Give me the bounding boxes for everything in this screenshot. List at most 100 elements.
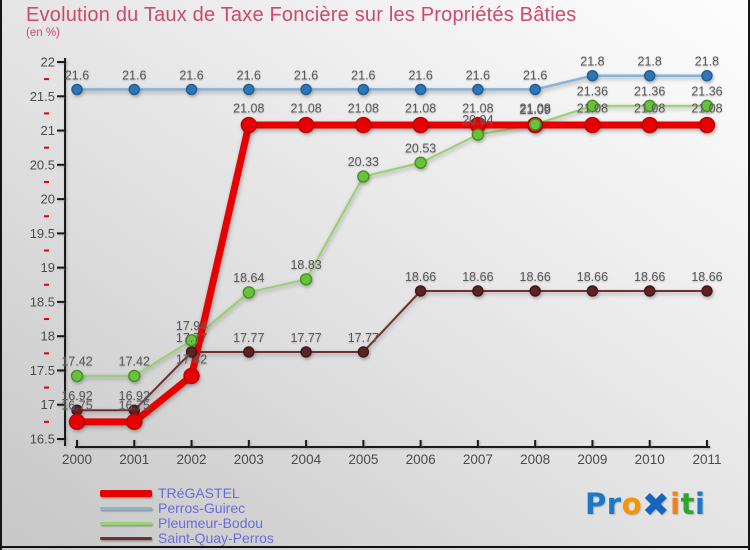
legend-label-pleumeur-bodou: Pleumeur-Bodou bbox=[158, 514, 264, 531]
logo-letter: o bbox=[621, 487, 643, 521]
data-label: 21.6 bbox=[351, 68, 375, 82]
y-tick-label: 19 bbox=[41, 260, 55, 275]
data-label: 20.53 bbox=[405, 141, 436, 155]
page-subtitle: (en %) bbox=[26, 27, 60, 39]
legend-swatch-perros-guirec bbox=[100, 506, 152, 510]
data-label: 21.08 bbox=[520, 102, 551, 116]
x-tick-label: 2008 bbox=[520, 452, 550, 467]
data-label: 18.66 bbox=[462, 270, 493, 284]
data-label: 21.6 bbox=[294, 68, 318, 82]
data-label: 21.08 bbox=[233, 102, 264, 116]
data-label: 16.92 bbox=[119, 389, 150, 403]
x-tick-label: 2000 bbox=[62, 452, 92, 467]
series-markers-saint-quay-perros bbox=[71, 285, 713, 416]
y-tick-label: 17 bbox=[41, 397, 55, 412]
y-tick-label: 21 bbox=[41, 123, 55, 138]
series-line-saint-quay-perros bbox=[76, 289, 708, 412]
data-label: 21.36 bbox=[634, 84, 665, 98]
y-tick-label: 18 bbox=[41, 329, 55, 344]
legend-item-perros-guirec: Perros-Guirec bbox=[100, 501, 274, 515]
data-label: 20.33 bbox=[348, 155, 379, 169]
series-labels-pleumeur-bodou: 17.42 17.42 17.94 18.64 18.83 20.33 20.53 20.94… bbox=[61, 84, 722, 368]
y-tick-label: 19.5 bbox=[30, 226, 55, 241]
x-tick-label: 2007 bbox=[463, 452, 493, 467]
data-label: 21.08 bbox=[290, 102, 321, 116]
legend-item-pleumeur-bodou: Pleumeur-Bodou bbox=[100, 516, 274, 530]
legend-label-saint-quay-perros: Saint-Quay-Perros bbox=[158, 529, 274, 546]
data-label: 20.94 bbox=[462, 113, 493, 127]
x-tick-label: 2011 bbox=[692, 452, 721, 467]
data-label: 17.77 bbox=[176, 331, 207, 345]
legend-label-tregastel: TRéGASTEL bbox=[158, 484, 240, 501]
legend-swatch-tregastel bbox=[100, 489, 152, 497]
logo-letter: P bbox=[585, 487, 607, 521]
logo-letter: t bbox=[680, 487, 695, 521]
data-label: 18.66 bbox=[634, 270, 665, 284]
x-tick-label: 2002 bbox=[177, 452, 207, 467]
data-label: 21.08 bbox=[348, 102, 379, 116]
data-label: 17.42 bbox=[119, 354, 150, 368]
y-tick-label: 20.5 bbox=[30, 157, 55, 172]
data-label: 18.66 bbox=[405, 270, 436, 284]
y-tick-label: 21.5 bbox=[30, 89, 55, 104]
x-tick-label: 2004 bbox=[291, 452, 322, 467]
data-label: 18.83 bbox=[290, 258, 321, 272]
y-tick-label: 16.5 bbox=[30, 431, 55, 446]
legend-item-saint-quay-perros: Saint-Quay-Perros bbox=[100, 531, 274, 545]
data-label: 21.08 bbox=[577, 102, 608, 116]
x-tick-label: 2010 bbox=[635, 452, 665, 467]
data-label: 17.42 bbox=[176, 352, 207, 366]
data-label: 17.77 bbox=[233, 331, 264, 345]
series-line-pleumeur-bodou bbox=[76, 104, 708, 377]
series-markers-perros-guirec bbox=[71, 70, 713, 96]
data-label: 21.8 bbox=[580, 55, 604, 69]
legend-item-tregastel: TRéGASTEL bbox=[100, 486, 274, 500]
series-labels-tregastel: 16.75 16.75 17.42 21.08 21.08 21.08 21.08 21.08… bbox=[61, 102, 722, 413]
legend: TRéGASTEL Perros-Guirec Pleumeur-Bodou Sain… bbox=[100, 486, 274, 545]
x-tick-label: 2003 bbox=[234, 452, 264, 467]
data-label: 21.6 bbox=[237, 68, 261, 82]
legend-swatch-saint-quay-perros bbox=[100, 536, 152, 540]
logo-x-icon: ✖ bbox=[642, 484, 671, 524]
series-line-perros-guirec bbox=[75, 74, 709, 91]
data-label: 21.6 bbox=[523, 68, 547, 82]
data-label: 21.6 bbox=[408, 68, 432, 82]
data-label: 21.36 bbox=[691, 84, 722, 98]
legend-swatch-pleumeur-bodou bbox=[100, 521, 152, 525]
data-label: 21.6 bbox=[466, 68, 490, 82]
data-label: 18.64 bbox=[233, 271, 264, 285]
data-label: 21.08 bbox=[691, 102, 722, 116]
series-markers-tregastel bbox=[68, 116, 716, 431]
data-label: 16.75 bbox=[119, 398, 150, 412]
data-label: 21.8 bbox=[695, 55, 719, 69]
data-label: 17.42 bbox=[61, 354, 92, 368]
data-label: 16.75 bbox=[61, 398, 92, 412]
data-label: 21.09 bbox=[520, 103, 551, 117]
x-axis: 2000 2001 2002 2003 2004 2005 2006 2007 2008 2009… bbox=[62, 440, 721, 467]
x-tick-label: 2009 bbox=[577, 452, 607, 467]
y-tick-label: 22 bbox=[41, 55, 55, 70]
logo-letter: r bbox=[606, 487, 622, 521]
data-label: 17.77 bbox=[348, 331, 379, 345]
data-label: 21.6 bbox=[65, 68, 89, 82]
x-tick-label: 2001 bbox=[119, 452, 149, 467]
data-label: 21.08 bbox=[405, 102, 436, 116]
data-label: 21.6 bbox=[179, 68, 203, 82]
y-tick-label: 17.5 bbox=[30, 363, 55, 378]
data-label: 21.36 bbox=[577, 84, 608, 98]
y-tick-label: 18.5 bbox=[30, 294, 55, 309]
data-label: 16.92 bbox=[61, 389, 92, 403]
y-axis: 16.5 17 17.5 18 18.5 19 19.5 20 20.5 21 21.5 22 bbox=[30, 55, 66, 446]
series-markers-pleumeur-bodou bbox=[70, 99, 714, 383]
y-tick-label: 20 bbox=[41, 192, 55, 207]
x-tick-label: 2005 bbox=[348, 452, 378, 467]
data-label: 18.66 bbox=[691, 270, 722, 284]
data-label: 17.94 bbox=[176, 319, 207, 333]
logo-letter: i bbox=[695, 487, 706, 521]
data-label: 17.77 bbox=[290, 331, 321, 345]
legend-label-perros-guirec: Perros-Guirec bbox=[158, 499, 246, 516]
series-labels-perros-guirec: 21.6 21.6 21.6 21.6 21.6 21.6 21.6 21.6 21.6 21.8… bbox=[65, 55, 719, 83]
data-label: 18.66 bbox=[577, 270, 608, 284]
